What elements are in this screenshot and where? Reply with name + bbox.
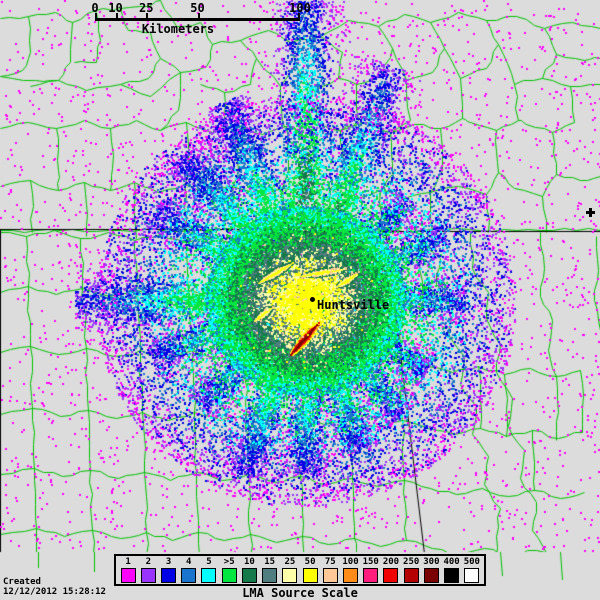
legend-entry-label: 100 xyxy=(342,557,359,567)
legend-entry-label: 150 xyxy=(362,557,379,567)
legend-entry-500[interactable]: 500 xyxy=(462,557,482,583)
legend-entry-label: 50 xyxy=(304,557,316,567)
legend-color-swatch xyxy=(302,568,318,583)
legend-entry-gt5[interactable]: >5 xyxy=(219,557,239,583)
legend-color-swatch xyxy=(282,568,298,583)
legend-color-swatch xyxy=(181,568,197,583)
legend-color-swatch xyxy=(262,568,278,583)
legend-color-swatch xyxy=(201,568,217,583)
created-stamp: Created 12/12/2012 15:28:12 xyxy=(3,577,106,597)
legend-color-swatch xyxy=(241,568,257,583)
legend-entry-label: 400 xyxy=(443,557,460,567)
legend-entry-10[interactable]: 10 xyxy=(239,557,259,583)
legend-entry-label: 2 xyxy=(145,557,152,567)
legend-entry-15[interactable]: 15 xyxy=(260,557,280,583)
legend-entry-200[interactable]: 200 xyxy=(381,557,401,583)
legend-color-swatch xyxy=(343,568,359,583)
legend-entry-300[interactable]: 300 xyxy=(421,557,441,583)
legend-entry-400[interactable]: 400 xyxy=(442,557,462,583)
legend-color-swatch xyxy=(363,568,379,583)
legend-entry-label: 1 xyxy=(125,557,131,567)
legend-swatch-row: 1 2 3 4 5 >5 10 15 25 50 75 100 150 200 250 300 400 500 xyxy=(116,556,484,584)
legend-color-swatch xyxy=(403,568,419,583)
legend-entry-label: 15 xyxy=(264,557,276,567)
legend-entry-label: 10 xyxy=(244,557,255,567)
legend-entry-label: 500 xyxy=(463,557,480,567)
legend-entry-label: 75 xyxy=(324,557,336,567)
legend-color-swatch xyxy=(140,568,156,583)
legend-title: LMA Source Scale xyxy=(242,586,358,600)
legend-entry-label: 300 xyxy=(423,557,440,567)
legend-color-swatch xyxy=(464,568,480,583)
legend-color-swatch xyxy=(444,568,460,583)
legend-color-swatch xyxy=(322,568,338,583)
lma-source-scale-legend[interactable]: 1 2 3 4 5 >5 10 15 25 50 75 100 150 200 250 300 400 500 xyxy=(114,554,486,586)
legend-color-swatch xyxy=(423,568,439,583)
legend-entry-75[interactable]: 75 xyxy=(320,557,340,583)
scale-bar-units-label: Kilometers xyxy=(141,22,215,36)
legend-entry-5[interactable]: 5 xyxy=(199,557,219,583)
legend-entry-label: >5 xyxy=(223,557,235,567)
legend-entry-label: 25 xyxy=(284,557,296,567)
created-timestamp: 12/12/2012 15:28:12 xyxy=(3,587,106,597)
legend-entry-50[interactable]: 50 xyxy=(300,557,320,583)
legend-entry-150[interactable]: 150 xyxy=(361,557,381,583)
legend-entry-label: 4 xyxy=(186,557,192,567)
legend-entry-250[interactable]: 250 xyxy=(401,557,421,583)
legend-entry-100[interactable]: 100 xyxy=(340,557,360,583)
legend-color-swatch xyxy=(383,568,399,583)
legend-entry-25[interactable]: 25 xyxy=(280,557,300,583)
legend-entry-3[interactable]: 3 xyxy=(158,557,178,583)
legend-entry-label: 3 xyxy=(165,557,172,567)
legend-entry-label: 5 xyxy=(206,557,212,567)
legend-color-swatch xyxy=(221,568,237,583)
legend-entry-1[interactable]: 1 xyxy=(118,557,138,583)
created-label: Created xyxy=(3,577,41,587)
legend-color-swatch xyxy=(161,568,177,583)
legend-entry-4[interactable]: 4 xyxy=(179,557,199,583)
legend-entry-label: 200 xyxy=(382,557,400,567)
legend-color-swatch xyxy=(120,568,136,583)
legend-entry-label: 250 xyxy=(403,557,420,567)
legend-entry-2[interactable]: 2 xyxy=(138,557,158,583)
